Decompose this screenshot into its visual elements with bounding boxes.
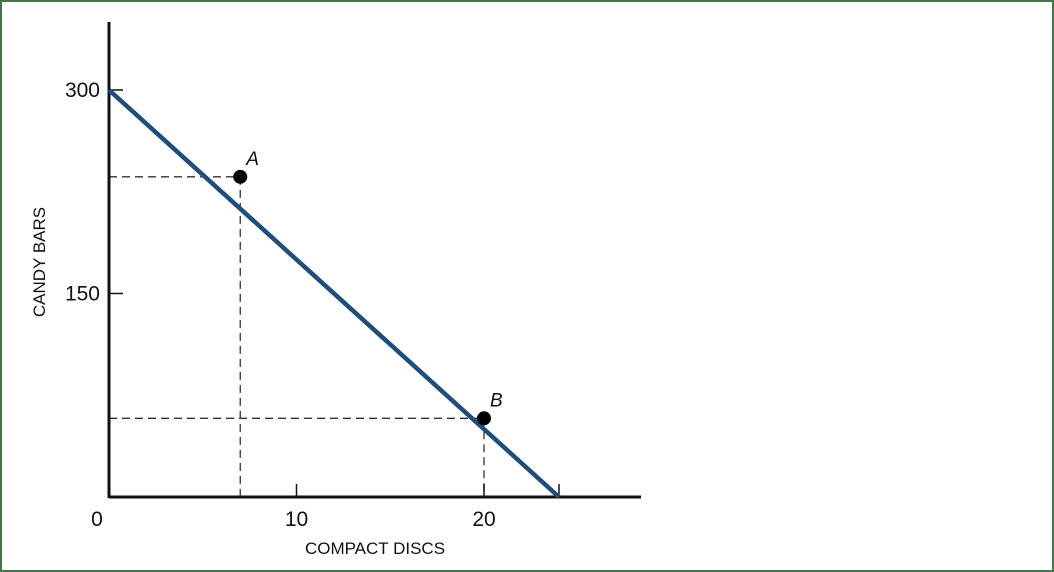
x-tick-label: 20 [472, 508, 495, 531]
ticks: 0 10 20 150 300 [65, 79, 560, 531]
point-a [233, 169, 248, 184]
x-axis-title: COMPACT DISCS [305, 539, 445, 558]
y-tick-label: 150 [65, 282, 100, 305]
series [107, 88, 561, 499]
guide-lines [109, 176, 485, 497]
x-tick-label: 0 [91, 508, 103, 531]
points: AB [233, 149, 503, 426]
point-label-a: A [245, 149, 259, 170]
series-line [107, 88, 561, 499]
y-tick-label: 300 [65, 79, 100, 102]
point-b [477, 411, 491, 426]
x-tick-label: 10 [285, 508, 308, 531]
y-axis-title: CANDY BARS [30, 207, 49, 317]
axes [107, 22, 641, 499]
point-label-b: B [490, 390, 503, 411]
